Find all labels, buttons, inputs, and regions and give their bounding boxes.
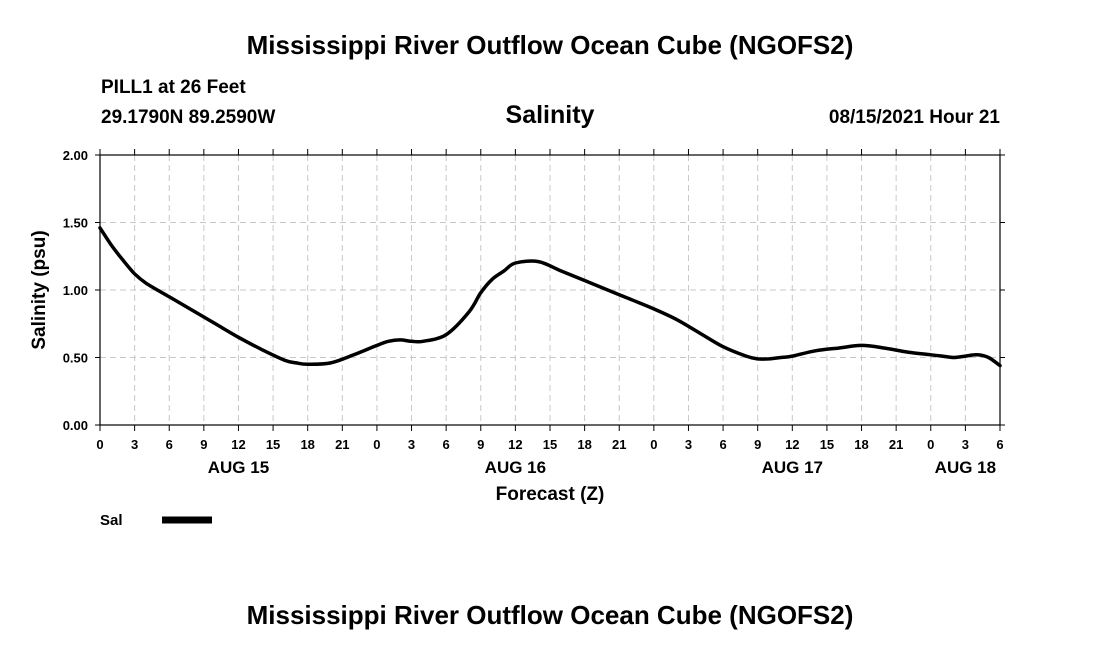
x-tick-label: 6 bbox=[996, 437, 1003, 452]
date-label: AUG 17 bbox=[762, 458, 823, 477]
x-tick-label: 0 bbox=[373, 437, 380, 452]
x-tick-label: 21 bbox=[889, 437, 903, 452]
chart-main-title: Mississippi River Outflow Ocean Cube (NG… bbox=[246, 30, 854, 60]
x-tick-label: 9 bbox=[200, 437, 207, 452]
y-tick-label: 1.00 bbox=[63, 283, 88, 298]
station-label: PILL1 at 26 Feet bbox=[101, 77, 246, 98]
x-tick-label: 15 bbox=[266, 437, 280, 452]
x-tick-label: 3 bbox=[962, 437, 969, 452]
x-tick-label: 3 bbox=[408, 437, 415, 452]
y-tick-label: 2.00 bbox=[63, 148, 88, 163]
x-tick-label: 6 bbox=[443, 437, 450, 452]
y-axis-title: Salinity (psu) bbox=[29, 230, 50, 349]
x-tick-label: 12 bbox=[508, 437, 522, 452]
forecast-datetime: 08/15/2021 Hour 21 bbox=[828, 107, 1000, 128]
x-tick-label: 9 bbox=[754, 437, 761, 452]
station-coordinates: 29.1790N 89.2590W bbox=[101, 107, 276, 128]
footer-title: Mississippi River Outflow Ocean Cube (NG… bbox=[246, 600, 854, 630]
date-labels: AUG 15 AUG 16 AUG 17 AUG 18 bbox=[208, 458, 996, 477]
x-tick-label: 0 bbox=[650, 437, 657, 452]
x-tick-label: 9 bbox=[477, 437, 484, 452]
x-tick-label: 12 bbox=[785, 437, 799, 452]
date-label: AUG 15 bbox=[208, 458, 269, 477]
y-tick-label: 0.00 bbox=[63, 418, 88, 433]
x-tick-label: 18 bbox=[854, 437, 868, 452]
x-tick-label: 3 bbox=[685, 437, 692, 452]
variable-title: Salinity bbox=[505, 101, 595, 129]
grid-lines bbox=[100, 155, 1000, 425]
x-axis-title: Forecast (Z) bbox=[496, 484, 605, 505]
x-tick-label: 0 bbox=[96, 437, 103, 452]
x-tick-label: 12 bbox=[231, 437, 245, 452]
x-tick-label: 6 bbox=[166, 437, 173, 452]
y-tick-label: 1.50 bbox=[63, 216, 88, 231]
x-tick-label: 21 bbox=[335, 437, 349, 452]
x-tick-label: 21 bbox=[612, 437, 626, 452]
x-tick-label: 15 bbox=[820, 437, 834, 452]
salinity-series-line bbox=[98, 226, 1002, 368]
x-tick-label: 0 bbox=[927, 437, 934, 452]
date-label: AUG 18 bbox=[935, 458, 996, 477]
x-tick-label: 18 bbox=[300, 437, 314, 452]
legend-label-sal: Sal bbox=[100, 512, 123, 529]
x-tick-label: 18 bbox=[577, 437, 591, 452]
x-tick-label: 15 bbox=[543, 437, 557, 452]
date-label: AUG 16 bbox=[485, 458, 546, 477]
x-tick-label: 6 bbox=[719, 437, 726, 452]
x-tick-label: 3 bbox=[131, 437, 138, 452]
x-axis: 0 3 6 9 12 15 18 21 0 3 6 9 12 15 18 21 0 3 6 9 12 15 18 21 0 3 6 bbox=[96, 149, 1004, 452]
y-axis: 0.00 0.50 1.00 1.50 2.00 bbox=[63, 148, 1005, 433]
y-tick-label: 0.50 bbox=[63, 351, 88, 366]
